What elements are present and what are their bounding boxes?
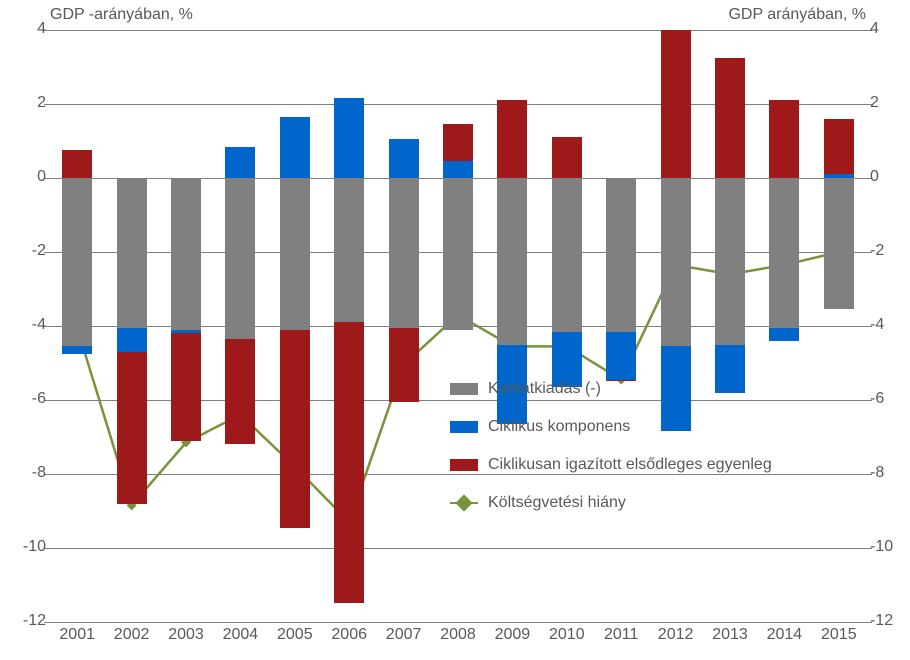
x-tick-label: 2014 xyxy=(767,626,803,644)
y-tick-label: 2 xyxy=(870,94,910,112)
bar-kamatkiadas xyxy=(62,178,92,346)
x-tick-label: 2006 xyxy=(331,626,367,644)
legend-item: Költségvetési hiány xyxy=(450,484,772,522)
bar-ciklikusan-igazitott xyxy=(280,330,310,528)
bar-ciklikus-komponens xyxy=(443,161,473,178)
legend-item: Ciklikusan igazított elsődleges egyenleg xyxy=(450,446,772,484)
legend-color-swatch xyxy=(450,459,478,471)
y-tick-label: -6 xyxy=(2,390,46,408)
bar-ciklikus-komponens xyxy=(769,328,799,341)
bar-kamatkiadas xyxy=(117,178,147,328)
bar-ciklikusan-igazitott xyxy=(715,58,745,178)
bar-kamatkiadas xyxy=(769,178,799,328)
bar-ciklikusan-igazitott xyxy=(661,30,691,178)
legend: Kamatkiadás (-) Ciklikus komponens Cikliku… xyxy=(450,370,772,522)
legend-label: Ciklikus komponens xyxy=(488,418,630,436)
bar-kamatkiadas xyxy=(225,178,255,339)
bar-ciklikusan-igazitott xyxy=(389,328,419,402)
y-tick-label: -8 xyxy=(870,464,910,482)
y-tick-label: 0 xyxy=(2,168,46,186)
gridline xyxy=(50,30,866,31)
bar-ciklikusan-igazitott xyxy=(552,137,582,178)
x-tick-label: 2013 xyxy=(712,626,748,644)
x-tick-label: 2015 xyxy=(821,626,857,644)
bar-ciklikusan-igazitott xyxy=(443,124,473,161)
x-tick-label: 2010 xyxy=(549,626,585,644)
x-tick-label: 2009 xyxy=(495,626,531,644)
plot-area: 442200-2-2-4-4-6-6-8-8-10-10-12-12200120… xyxy=(50,30,866,623)
x-tick-label: 2011 xyxy=(604,626,638,644)
y-tick-label: -4 xyxy=(870,316,910,334)
bar-kamatkiadas xyxy=(443,178,473,330)
bar-ciklikusan-igazitott xyxy=(62,150,92,178)
legend-line-swatch xyxy=(450,496,478,510)
y-tick-label: -2 xyxy=(2,242,46,260)
bar-ciklikusan-igazitott xyxy=(171,333,201,440)
bar-ciklikus-komponens xyxy=(117,328,147,352)
x-tick-label: 2003 xyxy=(168,626,204,644)
gridline xyxy=(50,548,866,549)
bar-kamatkiadas xyxy=(552,178,582,332)
y-axis-title-left: GDP -arányában, % xyxy=(50,6,193,24)
bar-ciklikusan-igazitott xyxy=(497,100,527,178)
y-tick-label: -12 xyxy=(870,612,910,630)
y-tick-label: 4 xyxy=(2,20,46,38)
y-tick-label: -12 xyxy=(2,612,46,630)
bar-ciklikusan-igazitott xyxy=(334,322,364,603)
bar-kamatkiadas xyxy=(334,178,364,322)
bar-ciklikusan-igazitott xyxy=(769,100,799,178)
legend-label: Ciklikusan igazított elsődleges egyenleg xyxy=(488,456,772,474)
y-tick-label: 4 xyxy=(870,20,910,38)
chart-container: GDP -arányában, % GDP arányában, % 44220… xyxy=(0,0,910,660)
legend-item: Ciklikus komponens xyxy=(450,408,772,446)
bar-ciklikus-komponens xyxy=(225,147,255,178)
bar-kamatkiadas xyxy=(715,178,745,345)
legend-label: Kamatkiadás (-) xyxy=(488,380,601,398)
bar-ciklikus-komponens xyxy=(62,346,92,353)
bar-kamatkiadas xyxy=(661,178,691,346)
x-tick-label: 2012 xyxy=(658,626,694,644)
bar-ciklikus-komponens xyxy=(389,139,419,178)
bar-kamatkiadas xyxy=(389,178,419,328)
x-tick-label: 2001 xyxy=(59,626,95,644)
bar-ciklikusan-igazitott xyxy=(117,352,147,504)
bar-kamatkiadas xyxy=(280,178,310,330)
y-tick-label: -2 xyxy=(870,242,910,260)
legend-color-swatch xyxy=(450,421,478,433)
y-tick-label: -6 xyxy=(870,390,910,408)
bar-kamatkiadas xyxy=(824,178,854,309)
y-tick-label: -4 xyxy=(2,316,46,334)
x-tick-label: 2004 xyxy=(223,626,259,644)
legend-color-swatch xyxy=(450,383,478,395)
bar-ciklikusan-igazitott xyxy=(225,339,255,444)
bar-kamatkiadas xyxy=(606,178,636,332)
y-tick-label: -10 xyxy=(870,538,910,556)
y-axis-title-right: GDP arányában, % xyxy=(728,6,866,24)
y-tick-label: -10 xyxy=(2,538,46,556)
bar-ciklikus-komponens xyxy=(824,174,854,178)
x-tick-label: 2005 xyxy=(277,626,313,644)
x-tick-label: 2008 xyxy=(440,626,476,644)
legend-item: Kamatkiadás (-) xyxy=(450,370,772,408)
x-tick-label: 2007 xyxy=(386,626,422,644)
bar-kamatkiadas xyxy=(497,178,527,345)
bar-kamatkiadas xyxy=(171,178,201,330)
y-tick-label: 0 xyxy=(870,168,910,186)
bar-ciklikus-komponens xyxy=(280,117,310,178)
y-tick-label: -8 xyxy=(2,464,46,482)
y-tick-label: 2 xyxy=(2,94,46,112)
x-tick-label: 2002 xyxy=(114,626,150,644)
bar-ciklikusan-igazitott xyxy=(824,119,854,175)
bar-ciklikus-komponens xyxy=(334,98,364,178)
legend-label: Költségvetési hiány xyxy=(488,494,626,512)
